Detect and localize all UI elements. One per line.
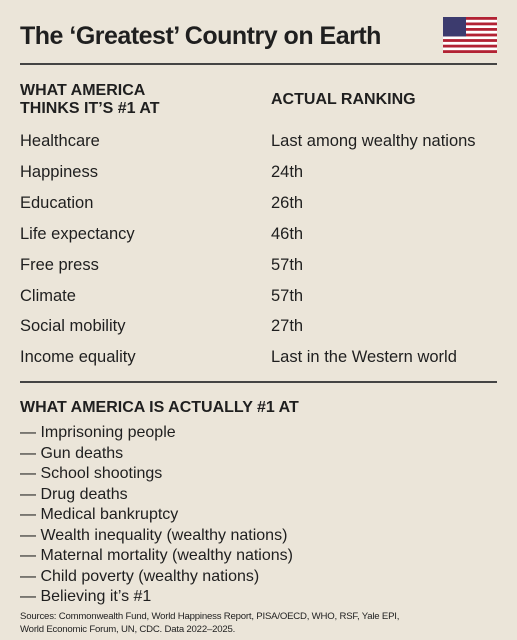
- row-label: Climate: [20, 286, 76, 305]
- row-ranking: 26th: [271, 193, 304, 212]
- list-item: — Wealth inequality (wealthy nations): [20, 526, 288, 544]
- column-header: ACTUAL RANKING: [271, 91, 416, 108]
- row-label: Happiness: [20, 162, 98, 181]
- divider: [20, 63, 497, 65]
- us-flag: [443, 17, 497, 53]
- list-item: — Medical bankruptcy: [20, 506, 179, 523]
- title: The ‘Greatest’ Country on Earth: [20, 22, 381, 50]
- row-label: Life expectancy: [20, 224, 135, 243]
- divider: [20, 381, 497, 383]
- row-ranking: 57th: [271, 286, 304, 305]
- row-ranking: 27th: [271, 317, 304, 336]
- list-heading: WHAT AMERICA IS ACTUALLY #1 AT: [20, 399, 299, 416]
- row-ranking: 46th: [271, 224, 304, 243]
- list-item: — Gun deaths: [20, 444, 124, 462]
- list-item: — School shootings: [20, 465, 163, 482]
- row-ranking: Last among wealthy nations: [271, 132, 476, 150]
- list-item: — Child poverty (wealthy nations): [20, 567, 260, 585]
- row-ranking: Last in the Western world: [271, 348, 457, 367]
- sources: World Economic Forum, UN, CDC. Data 2022…: [20, 624, 236, 635]
- sources: Sources: Commonwealth Fund, World Happin…: [20, 611, 400, 622]
- row-label: Income equality: [20, 348, 136, 367]
- column-header: WHAT AMERICA THINKS IT’S #1 AT: [20, 82, 160, 117]
- list-item: — Believing it’s #1: [20, 588, 152, 605]
- row-label: Free press: [20, 255, 99, 274]
- list-item: — Maternal mortality (wealthy nations): [20, 547, 293, 564]
- row-label: Social mobility: [20, 317, 126, 336]
- row-label: Healthcare: [20, 132, 100, 150]
- row-ranking: 24th: [271, 162, 304, 181]
- row-label: Education: [20, 193, 94, 212]
- list-item: — Imprisoning people: [20, 424, 176, 441]
- row-ranking: 57th: [271, 255, 304, 274]
- list-item: — Drug deaths: [20, 485, 128, 503]
